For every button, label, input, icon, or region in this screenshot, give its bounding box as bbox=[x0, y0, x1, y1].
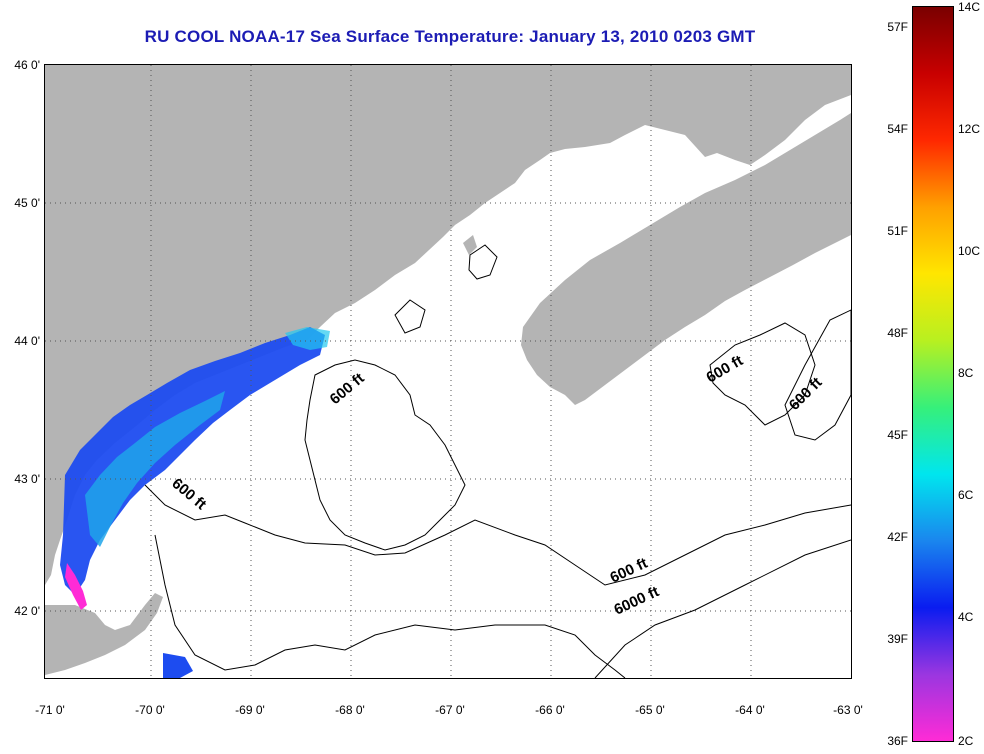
contour-label-group: 600 ft 600 ft 600 ft 600 ft 6000 ft 600 … bbox=[168, 352, 825, 618]
colorbar-c-label: 12C bbox=[958, 122, 981, 136]
contour-label: 6000 ft bbox=[612, 583, 662, 618]
colorbar-f-label: 36F bbox=[887, 734, 908, 748]
lat-label: 42 0' bbox=[14, 604, 40, 618]
grid-lines bbox=[45, 65, 851, 678]
colorbar-f-label: 57F bbox=[887, 20, 908, 34]
lat-label: 43 0' bbox=[14, 472, 40, 486]
land-nova-scotia bbox=[521, 113, 851, 405]
lat-label: 45 0' bbox=[14, 196, 40, 210]
contour-label: 600 ft bbox=[608, 555, 651, 587]
contour-label: 600 ft bbox=[704, 352, 746, 386]
lat-label: 46 0' bbox=[14, 58, 40, 72]
contour-label: 600 ft bbox=[168, 475, 209, 513]
lon-label: -64 0' bbox=[735, 703, 765, 717]
sst-swath-cyan bbox=[285, 327, 330, 350]
lon-label: -71 0' bbox=[35, 703, 65, 717]
sst-swath-light bbox=[85, 391, 225, 547]
colorbar-c-label: 6C bbox=[958, 488, 974, 502]
colorbar-f-label: 42F bbox=[887, 530, 908, 544]
land-mainland bbox=[45, 65, 851, 585]
land-cape-cod bbox=[45, 593, 163, 675]
lon-label: -69 0' bbox=[235, 703, 265, 717]
sst-swath bbox=[60, 327, 325, 595]
colorbar-f-label: 51F bbox=[887, 224, 908, 238]
colorbar-c-label: 2C bbox=[958, 734, 974, 748]
colorbar-f-label: 45F bbox=[887, 428, 908, 442]
colorbar-c-label: 10C bbox=[958, 244, 981, 258]
map-canvas: 600 ft 600 ft 600 ft 600 ft 6000 ft 600 … bbox=[45, 65, 851, 678]
lon-label: -65 0' bbox=[635, 703, 665, 717]
lon-label: -70 0' bbox=[135, 703, 165, 717]
depth-contours bbox=[144, 244, 851, 678]
temperature-colorbar bbox=[912, 6, 954, 742]
contour-label: 600 ft bbox=[786, 374, 826, 414]
chart-title: RU COOL NOAA-17 Sea Surface Temperature:… bbox=[144, 27, 756, 46]
lat-label: 44 0' bbox=[14, 334, 40, 348]
lon-label: -68 0' bbox=[335, 703, 365, 717]
sst-bottom-patch bbox=[163, 653, 193, 678]
lon-label: -63 0' bbox=[833, 703, 863, 717]
colorbar-c-label: 8C bbox=[958, 366, 974, 380]
land-grand-manan bbox=[463, 235, 477, 255]
colorbar-c-label: 14C bbox=[958, 0, 981, 14]
colorbar-c-label: 4C bbox=[958, 610, 974, 624]
colorbar-f-label: 48F bbox=[887, 326, 908, 340]
colorbar-f-label: 39F bbox=[887, 632, 908, 646]
sst-edge-magenta bbox=[65, 563, 87, 610]
contour-label: 600 ft bbox=[327, 370, 368, 408]
map-panel[interactable]: 600 ft 600 ft 600 ft 600 ft 6000 ft 600 … bbox=[44, 64, 852, 679]
lon-label: -67 0' bbox=[435, 703, 465, 717]
colorbar-f-label: 54F bbox=[887, 122, 908, 136]
lon-label: -66 0' bbox=[535, 703, 565, 717]
